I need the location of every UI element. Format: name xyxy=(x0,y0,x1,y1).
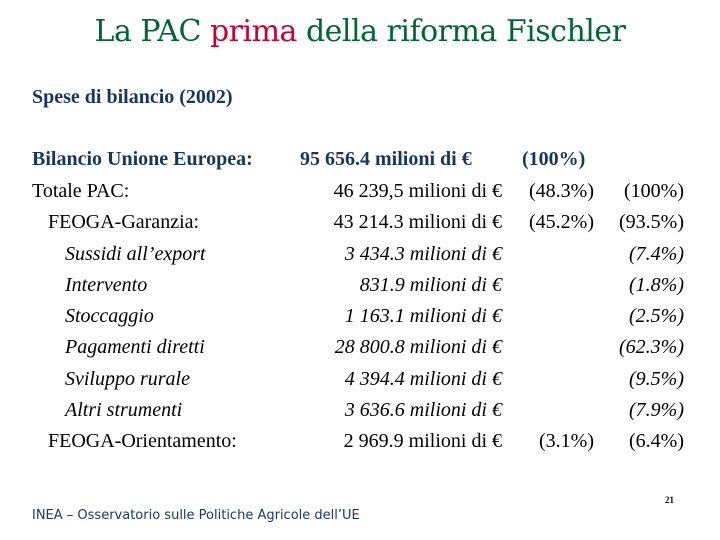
row-pct-cap: (2.5%) xyxy=(629,305,684,328)
eu-budget-amount: 95 656.4 milioni di € xyxy=(300,148,472,170)
table-row: FEOGA-Orientamento: 2 969.9 milioni di €… xyxy=(0,430,720,461)
row-pct-eu: (48.3%) xyxy=(529,180,594,202)
row-label: FEOGA-Garanzia: xyxy=(48,211,200,234)
row-amount: 831.9 milioni di € xyxy=(359,273,502,296)
row-pct-cap: (1.8%) xyxy=(629,273,684,296)
title-highlight: prima xyxy=(209,14,297,49)
table-row: Altri strumenti 3 636.6 milioni di € (7.… xyxy=(0,399,720,430)
row-amount: 28 800.8 milioni di € xyxy=(334,336,502,359)
row-label: Totale PAC: xyxy=(32,180,130,202)
slide-title: La PAC prima della riforma Fischler xyxy=(0,14,720,49)
row-pct-cap: (100%) xyxy=(624,180,684,202)
title-part-2: della riforma Fischler xyxy=(296,14,626,49)
eu-budget-line: Bilancio Unione Europea: 95 656.4 milion… xyxy=(32,148,585,171)
subtitle: Spese di bilancio (2002) xyxy=(32,86,233,108)
title-part-1: La PAC xyxy=(94,14,210,49)
row-pct-cap: (62.3%) xyxy=(619,336,684,359)
row-pct-eu: (45.2%) xyxy=(529,211,594,234)
row-amount: 2 969.9 milioni di € xyxy=(343,430,502,453)
table-row: Intervento 831.9 milioni di € (1.8%) xyxy=(0,274,720,305)
page-number: 21 xyxy=(665,495,674,505)
footer-text: INEA – Osservatorio sulle Politiche Agri… xyxy=(32,508,360,523)
table-row: Pagamenti diretti 28 800.8 milioni di € … xyxy=(0,336,720,367)
row-amount: 46 239,5 milioni di € xyxy=(333,180,502,202)
row-label: Intervento xyxy=(65,273,148,296)
eu-budget-pct: (100%) xyxy=(522,148,586,170)
row-amount: 3 636.6 milioni di € xyxy=(344,399,502,422)
row-amount: 43 214.3 milioni di € xyxy=(333,211,502,234)
table-row: FEOGA-Garanzia: 43 214.3 milioni di € (4… xyxy=(0,211,720,242)
row-amount: 1 163.1 milioni di € xyxy=(344,305,502,328)
eu-budget-label: Bilancio Unione Europea: xyxy=(32,148,253,170)
table-row: Sviluppo rurale 4 394.4 milioni di € (9.… xyxy=(0,368,720,399)
budget-table: Totale PAC: 46 239,5 milioni di € (48.3%… xyxy=(0,180,720,462)
row-pct-cap: (7.4%) xyxy=(629,242,684,265)
row-amount: 3 434.3 milioni di € xyxy=(344,242,502,265)
row-pct-cap: (6.4%) xyxy=(629,430,684,453)
row-label: Pagamenti diretti xyxy=(65,336,205,359)
table-row: Stoccaggio 1 163.1 milioni di € (2.5%) xyxy=(0,305,720,336)
row-pct-cap: (7.9%) xyxy=(629,399,684,422)
row-pct-cap: (93.5%) xyxy=(619,211,684,234)
row-label: Sussidi all’export xyxy=(65,242,206,265)
row-label: Altri strumenti xyxy=(65,399,183,422)
row-label: Sviluppo rurale xyxy=(65,367,190,390)
table-row: Totale PAC: 46 239,5 milioni di € (48.3%… xyxy=(0,180,720,211)
row-amount: 4 394.4 milioni di € xyxy=(344,367,502,390)
row-pct-cap: (9.5%) xyxy=(629,367,684,390)
row-label: FEOGA-Orientamento: xyxy=(48,430,237,453)
table-row: Sussidi all’export 3 434.3 milioni di € … xyxy=(0,243,720,274)
row-label: Stoccaggio xyxy=(65,305,154,328)
row-pct-eu: (3.1%) xyxy=(539,430,594,453)
